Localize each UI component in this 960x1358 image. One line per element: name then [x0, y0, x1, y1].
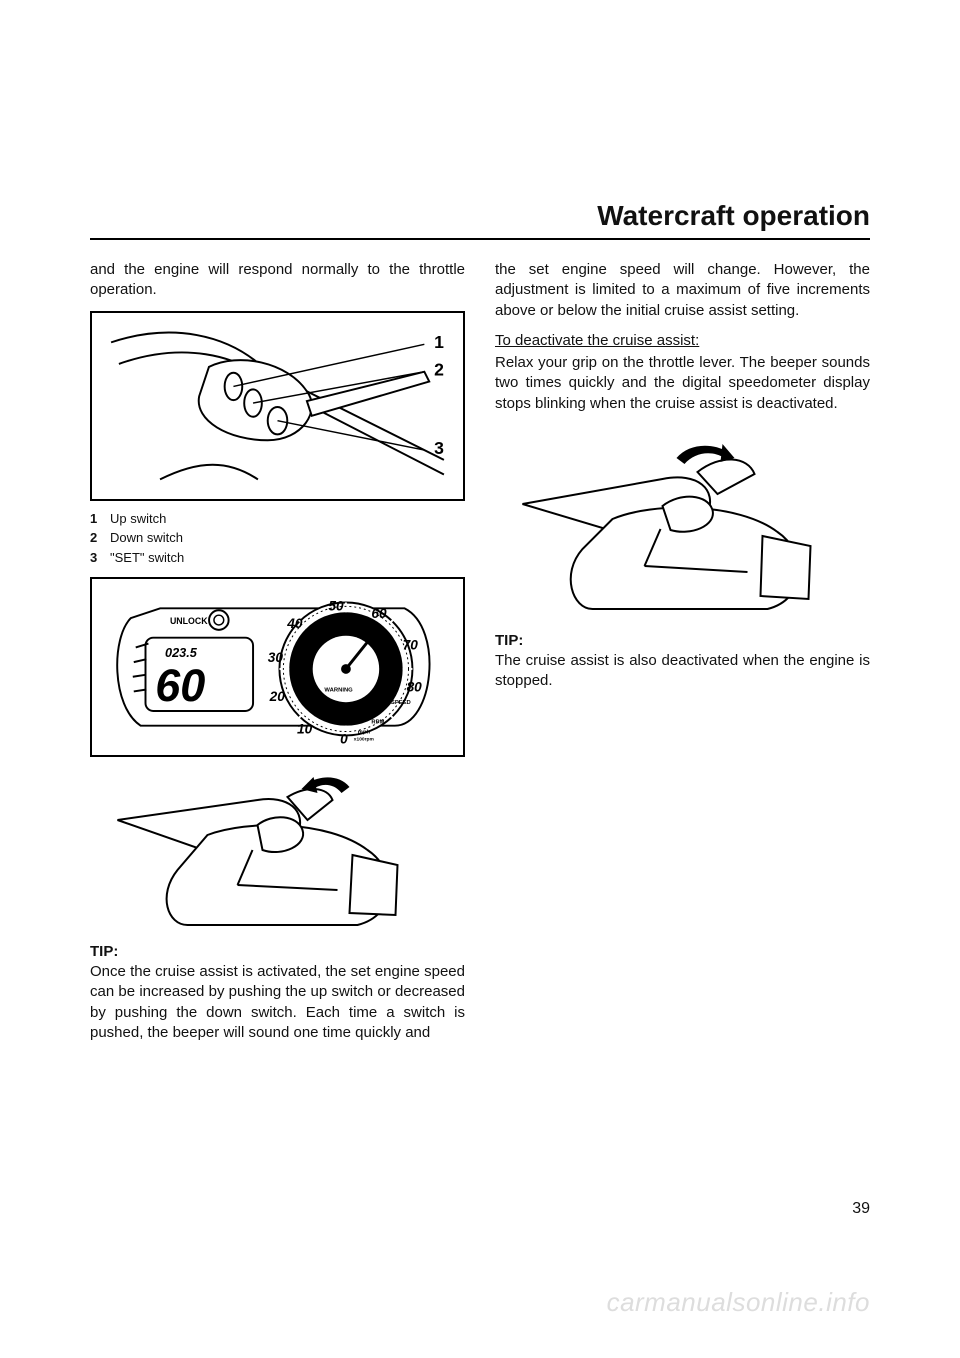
gauge-tick-20: 20	[269, 689, 286, 704]
hand-throttle-svg-left	[90, 765, 465, 935]
callout-3-label: 3	[434, 437, 444, 457]
hand-release-svg	[495, 434, 870, 624]
gauge-tick-50: 50	[328, 598, 344, 613]
gauge-mph-label: mph	[358, 729, 371, 735]
gauge-lcd-big: 60	[155, 660, 205, 711]
hand-throttle-diagram-left	[90, 765, 465, 935]
gauge-warning-label: WARNING	[324, 687, 353, 693]
section-title: Watercraft operation	[90, 200, 870, 232]
left-column: and the engine will respond normally to …	[90, 260, 465, 1053]
callout-row: 2 Down switch	[90, 528, 465, 548]
right-p2: Relax your grip on the throttle lever. T…	[495, 353, 870, 414]
deactivate-heading-text: To deactivate the cruise assist:	[495, 332, 699, 349]
callout-1-label: 1	[434, 332, 444, 352]
switch-diagram-svg: 1 2 3	[92, 313, 463, 499]
page-header: Watercraft operation	[90, 200, 870, 254]
gauge-tick-0: 0	[340, 731, 348, 746]
gauge-lcd-small: 023.5	[165, 645, 198, 660]
deactivate-heading: To deactivate the cruise assist:	[495, 331, 870, 351]
gauge-tick-70: 70	[403, 637, 419, 652]
tip-body: Once the cruise assist is activated, the…	[90, 962, 465, 1043]
callout-label: "SET" switch	[110, 548, 184, 568]
gauge-tick-80: 80	[407, 679, 423, 694]
gauge-x100-label: x100rpm	[354, 736, 375, 742]
manual-page: Watercraft operation and the engine will…	[0, 0, 960, 1358]
right-p1: the set engine speed will change. Howeve…	[495, 260, 870, 321]
gauge-tick-30: 30	[268, 650, 284, 665]
gauge-diagram-svg: 023.5 60 UNLOCK	[92, 579, 463, 755]
gauge-rpm-label: RPM	[371, 720, 384, 726]
tip-heading: TIP:	[495, 632, 870, 649]
hand-release-diagram	[495, 434, 870, 624]
tip-body: The cruise assist is also deactivated wh…	[495, 651, 870, 692]
switch-diagram: 1 2 3	[90, 311, 465, 501]
gauge-speed-label: SPEED	[391, 700, 411, 706]
callout-label: Up switch	[110, 509, 166, 529]
callout-num: 2	[90, 528, 104, 548]
callout-legend: 1 Up switch 2 Down switch 3 "SET" switch	[90, 509, 465, 568]
left-intro-text: and the engine will respond normally to …	[90, 260, 465, 301]
tip-block-right: TIP: The cruise assist is also deactivat…	[495, 632, 870, 692]
right-column: the set engine speed will change. Howeve…	[495, 260, 870, 1053]
gauge-tick-10: 10	[297, 721, 313, 736]
gauge-tick-40: 40	[286, 616, 303, 631]
callout-num: 1	[90, 509, 104, 529]
callout-2-label: 2	[434, 359, 444, 379]
gauge-unlock-label: UNLOCK	[170, 616, 208, 626]
callout-row: 1 Up switch	[90, 509, 465, 529]
watermark: carmanualsonline.info	[607, 1287, 870, 1318]
gauge-tick-60: 60	[371, 606, 387, 621]
gauge-diagram: 023.5 60 UNLOCK	[90, 577, 465, 757]
tip-heading: TIP:	[90, 943, 465, 960]
callout-row: 3 "SET" switch	[90, 548, 465, 568]
callout-num: 3	[90, 548, 104, 568]
title-rule	[90, 238, 870, 240]
page-number: 39	[852, 1200, 870, 1218]
tip-block-left: TIP: Once the cruise assist is activated…	[90, 943, 465, 1043]
callout-label: Down switch	[110, 528, 183, 548]
content-columns: and the engine will respond normally to …	[90, 260, 870, 1053]
